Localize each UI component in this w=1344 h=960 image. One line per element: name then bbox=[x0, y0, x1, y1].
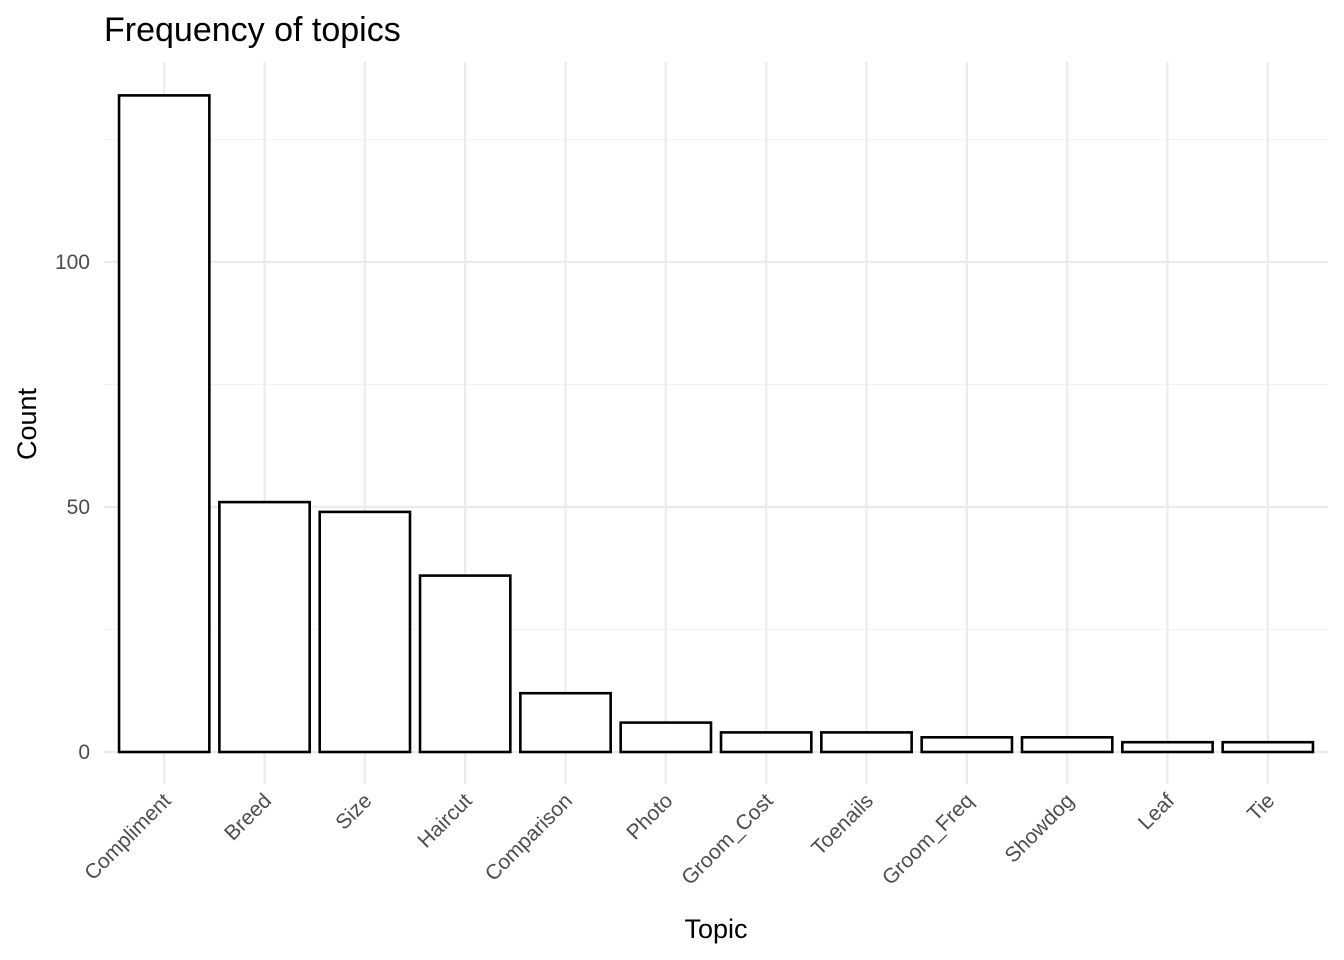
x-tick-label: Tie bbox=[1243, 789, 1279, 825]
bar-haircut bbox=[418, 574, 512, 754]
x-tick-label: Groom_Cost bbox=[677, 789, 778, 890]
y-tick-label: 100 bbox=[55, 251, 90, 274]
x-tick-label: Leaf bbox=[1134, 789, 1179, 834]
x-tick-label: Comparison bbox=[481, 789, 577, 885]
bar-leaf bbox=[1121, 740, 1214, 754]
y-axis-title: Count bbox=[12, 387, 42, 460]
bar-compliment bbox=[117, 94, 211, 754]
y-tick-label: 0 bbox=[78, 741, 90, 764]
x-tick-label: Photo bbox=[622, 789, 677, 844]
bar-comparison bbox=[519, 691, 612, 754]
chart-title: Frequency of topics bbox=[104, 11, 401, 49]
x-tick-label: Size bbox=[331, 789, 376, 834]
bar-showdog bbox=[1020, 735, 1114, 754]
bar-groom-cost bbox=[719, 731, 813, 754]
grid-lines bbox=[104, 62, 1328, 772]
x-tick-label: Breed bbox=[220, 789, 276, 845]
x-tick-label: Groom_Freq bbox=[878, 789, 978, 889]
bars bbox=[117, 94, 1315, 754]
y-axis-ticks: 0 50 100 bbox=[55, 251, 90, 764]
bar-size bbox=[318, 510, 412, 754]
bar-tie bbox=[1221, 740, 1315, 754]
x-tick-label: Haircut bbox=[413, 789, 476, 852]
x-axis-ticks: Compliment Breed Size Haircut Comparison Phot… bbox=[80, 772, 1279, 890]
bar-groom-freq bbox=[920, 735, 1014, 754]
x-axis-title: Topic bbox=[684, 914, 747, 944]
bar-breed bbox=[218, 500, 311, 754]
x-tick-label: Showdog bbox=[1000, 789, 1078, 867]
bar-toenails bbox=[820, 731, 913, 754]
y-tick-label: 50 bbox=[67, 496, 90, 519]
bar-photo bbox=[619, 721, 713, 754]
x-tick-label: Toenails bbox=[807, 789, 878, 860]
x-tick-label: Compliment bbox=[80, 789, 176, 885]
